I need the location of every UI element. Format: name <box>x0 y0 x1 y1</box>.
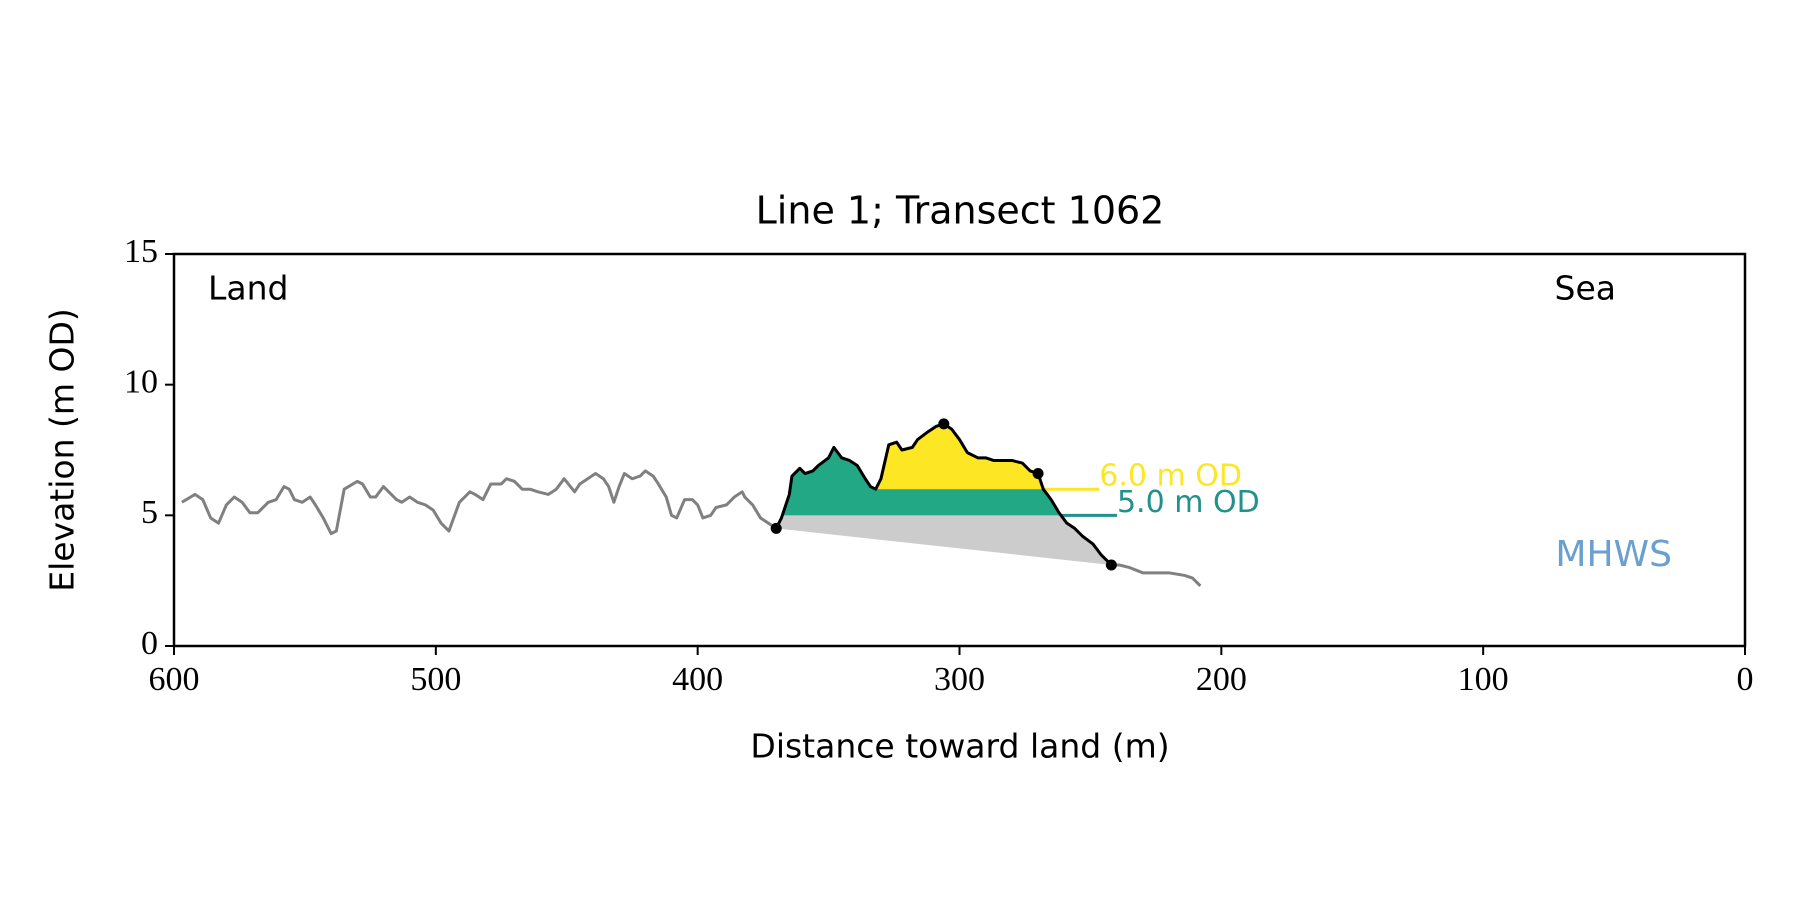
y-tick-label: 5 <box>141 494 158 531</box>
sea-label: Sea <box>1555 269 1616 308</box>
marker <box>770 522 782 534</box>
y-axis-label: Elevation (m OD) <box>43 308 82 592</box>
x-tick-label: 0 <box>1737 661 1754 698</box>
x-tick-label: 300 <box>934 661 985 698</box>
marker <box>1105 559 1117 571</box>
x-tick-label: 500 <box>410 661 461 698</box>
level-label: 6.0 m OD <box>1099 459 1242 494</box>
y-tick-label: 15 <box>124 233 158 270</box>
level-fill <box>875 423 1044 490</box>
profile-line <box>774 422 1113 567</box>
x-axis-label: Distance toward land (m) <box>750 727 1169 766</box>
x-tick-label: 200 <box>1196 661 1247 698</box>
x-tick-label: 100 <box>1458 661 1509 698</box>
y-tick-label: 0 <box>141 625 158 662</box>
mhws-label: MHWS <box>1555 534 1672 575</box>
plot-frame <box>172 252 1747 648</box>
marker <box>1032 468 1044 480</box>
y-tick-label: 10 <box>124 363 158 400</box>
chart-title: Line 1; Transect 1062 <box>756 189 1165 233</box>
x-tick-label: 600 <box>149 661 200 698</box>
profile-line <box>181 469 778 536</box>
profile-line <box>1111 563 1202 587</box>
x-tick-label: 400 <box>672 661 723 698</box>
level-label: 5.0 m OD <box>1117 485 1260 520</box>
base-fill <box>776 515 1112 565</box>
land-label: Land <box>208 269 288 308</box>
marker <box>938 418 950 430</box>
